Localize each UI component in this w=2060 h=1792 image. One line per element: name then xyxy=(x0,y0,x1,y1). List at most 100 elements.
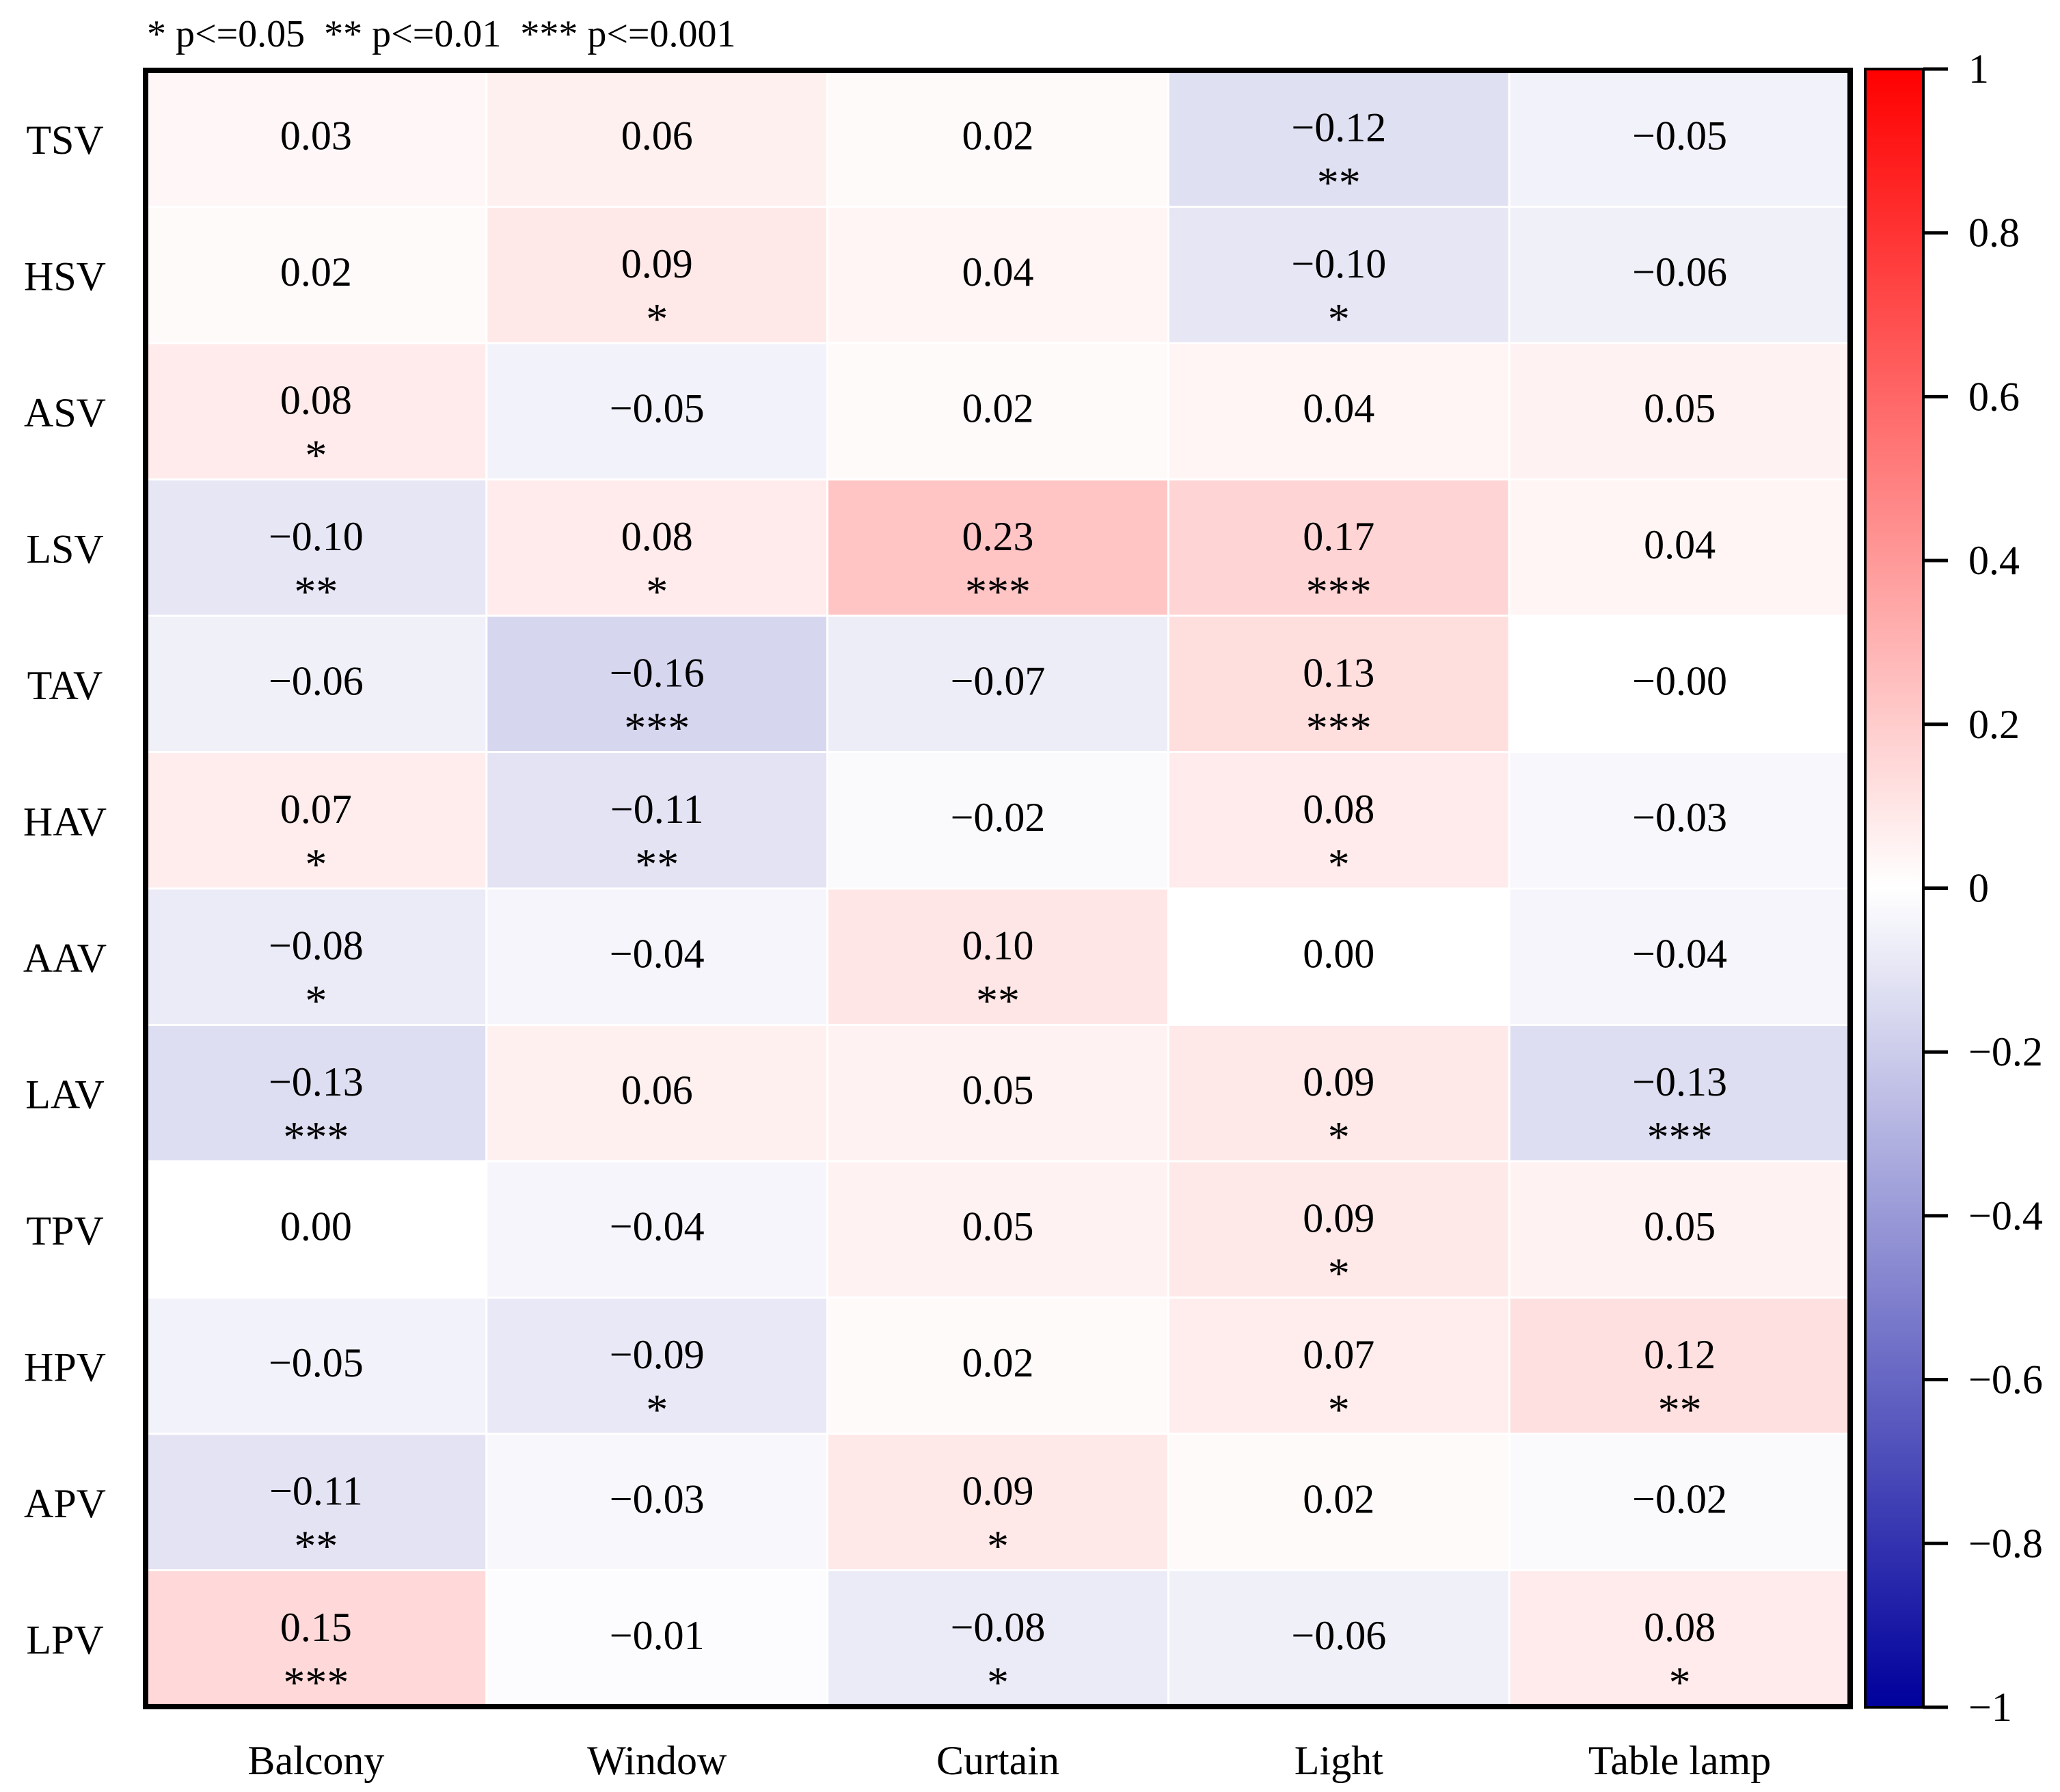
cell-significance-stars: *** xyxy=(283,1113,349,1161)
cell-value-label: 0.12 xyxy=(1644,1332,1716,1377)
heatmap-cell xyxy=(485,1024,829,1163)
column-label: Light xyxy=(1295,1738,1383,1783)
cell-value-label: 0.03 xyxy=(280,113,352,159)
heatmap-cell xyxy=(485,69,829,208)
colorbar: 1 0.8 0.6 0.4 0.2 0 −0.2 −0.4 −0.6 −0.8 −1 xyxy=(1864,46,2043,1730)
colorbar-ticks: 1 0.8 0.6 0.4 0.2 0 −0.2 −0.4 −0.6 −0.8 −1 xyxy=(1923,46,2043,1730)
cell-value-label: 0.08 xyxy=(1644,1605,1716,1650)
colorbar-tick-label: 0.2 xyxy=(1968,702,2020,747)
heatmap-cell xyxy=(485,342,829,480)
cell-significance-stars: * xyxy=(1328,1249,1350,1298)
cell-significance-stars: * xyxy=(305,431,327,480)
heatmap-cells: 0.03 0.06 0.02 −0.12**−0.050.02 0.09*0.04 −0.… xyxy=(144,69,1852,1708)
column-label: Curtain xyxy=(936,1738,1059,1783)
cell-value-label: −0.03 xyxy=(610,1477,705,1522)
cell-significance-stars: *** xyxy=(1306,567,1372,616)
cell-significance-stars: *** xyxy=(1647,1113,1713,1161)
colorbar-tick-label: −1 xyxy=(1968,1685,2012,1730)
cell-value-label: −0.16 xyxy=(610,651,705,696)
cell-significance-stars: * xyxy=(1328,295,1350,343)
cell-value-label: −0.08 xyxy=(269,923,364,968)
row-label: HSV xyxy=(24,254,106,299)
heatmap-cell xyxy=(1508,342,1852,480)
cell-value-label: −0.06 xyxy=(1632,249,1727,295)
cell-value-label: −0.10 xyxy=(1291,241,1386,286)
cell-significance-stars: * xyxy=(646,567,668,616)
heatmap-cell xyxy=(1508,478,1852,617)
colorbar-gradient xyxy=(1864,68,1925,1709)
cell-value-label: −0.09 xyxy=(610,1332,705,1377)
cell-value-label: −0.04 xyxy=(610,932,705,977)
heatmap-cell xyxy=(826,614,1169,753)
heatmap-cell xyxy=(826,751,1169,890)
heatmap-cell xyxy=(1508,1024,1852,1163)
cell-value-label: −0.03 xyxy=(1632,795,1727,840)
cell-value-label: 0.09 xyxy=(1303,1196,1374,1241)
cell-value-label: −0.07 xyxy=(951,659,1046,704)
cell-value-label: −0.06 xyxy=(1291,1613,1386,1658)
cell-value-label: 0.02 xyxy=(962,1340,1034,1385)
cell-value-label: −0.13 xyxy=(269,1059,364,1104)
cell-significance-stars: * xyxy=(1669,1658,1691,1707)
colorbar-tick-label: 0.6 xyxy=(1968,374,2020,419)
heatmap-cell xyxy=(826,1024,1169,1163)
heatmap-cell xyxy=(1167,342,1510,480)
colorbar-tick-label: 0.8 xyxy=(1968,211,2020,256)
heatmap-cell xyxy=(144,69,488,208)
cell-value-label: 0.00 xyxy=(280,1204,352,1249)
cell-value-label: 0.08 xyxy=(280,378,352,423)
cell-significance-stars: * xyxy=(305,977,327,1025)
cell-significance-stars: *** xyxy=(965,567,1031,616)
cell-value-label: 0.10 xyxy=(962,923,1034,968)
heatmap-cell xyxy=(1508,1433,1852,1571)
cell-value-label: 0.02 xyxy=(1303,1477,1374,1522)
heatmap-cell xyxy=(485,751,829,890)
colorbar-tick-label: −0.4 xyxy=(1968,1193,2043,1238)
heatmap-cell xyxy=(485,478,829,617)
cell-value-label: −0.01 xyxy=(610,1613,705,1658)
heatmap-cell xyxy=(1167,69,1510,208)
cell-significance-stars: ** xyxy=(1317,159,1361,207)
cell-value-label: 0.07 xyxy=(1303,1332,1374,1377)
cell-value-label: 0.08 xyxy=(621,514,693,559)
cell-significance-stars: ** xyxy=(976,977,1020,1025)
cell-value-label: −0.02 xyxy=(951,795,1046,840)
heatmap-cell xyxy=(485,1160,829,1299)
cell-significance-stars: *** xyxy=(624,704,690,752)
cell-value-label: −0.05 xyxy=(269,1340,364,1385)
colorbar-tick-label: 0.4 xyxy=(1968,538,2020,583)
heatmap-cell xyxy=(1167,1297,1510,1435)
cell-value-label: 0.02 xyxy=(962,113,1034,159)
heatmap-cell xyxy=(1508,887,1852,1026)
cell-value-label: 0.02 xyxy=(280,249,352,295)
row-label: APV xyxy=(24,1481,106,1526)
cell-value-label: −0.02 xyxy=(1632,1477,1727,1522)
heatmap-cell xyxy=(1508,1297,1852,1435)
cell-significance-stars: * xyxy=(1328,840,1350,888)
row-label: TPV xyxy=(26,1208,103,1253)
cell-value-label: −0.12 xyxy=(1291,105,1386,150)
column-label: Window xyxy=(587,1738,727,1783)
row-label: HAV xyxy=(23,799,107,844)
cell-value-label: 0.06 xyxy=(621,1068,693,1113)
cell-value-label: 0.09 xyxy=(1303,1059,1374,1104)
heatmap-cell xyxy=(1508,1160,1852,1299)
heatmap-cell xyxy=(1508,69,1852,208)
cell-value-label: 0.06 xyxy=(621,113,693,159)
cell-value-label: −0.13 xyxy=(1632,1059,1727,1104)
cell-value-label: 0.08 xyxy=(1303,787,1374,832)
heatmap-cell xyxy=(485,1297,829,1435)
row-labels: TSV HSV ASV LSV TAV HAV AAV LAV TPV HPV APV LPV xyxy=(23,118,107,1663)
heatmap-cell xyxy=(1508,206,1852,344)
heatmap-cell xyxy=(826,342,1169,480)
heatmap-cell xyxy=(826,206,1169,344)
cell-value-label: −0.05 xyxy=(610,386,705,431)
cell-value-label: 0.07 xyxy=(280,787,352,832)
cell-significance-stars: * xyxy=(987,1522,1009,1571)
row-label: TAV xyxy=(27,663,103,708)
row-label: ASV xyxy=(24,390,106,435)
colorbar-tick-label: −0.6 xyxy=(1968,1357,2043,1402)
column-labels: Balcony Window Curtain Light Table lamp xyxy=(247,1738,1771,1783)
cell-value-label: 0.04 xyxy=(962,249,1034,295)
cell-value-label: 0.09 xyxy=(621,241,693,286)
